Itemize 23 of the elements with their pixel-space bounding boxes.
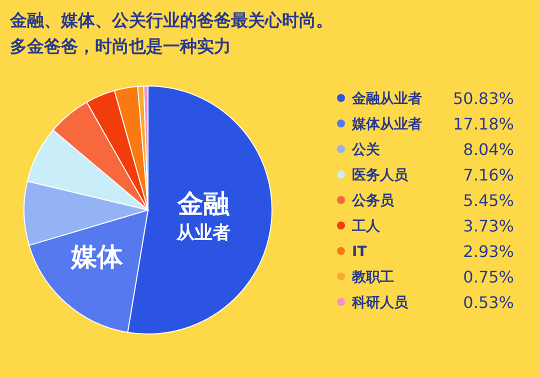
legend-label: 金融从业者: [351, 91, 422, 107]
legend-label: 医务人员: [352, 168, 409, 184]
text: 媒体: [71, 242, 124, 273]
data-label: 17.18%: [452, 114, 514, 134]
data-label: 2.93%: [463, 242, 514, 261]
legend-label: 公务员: [351, 193, 395, 209]
legend-label: 工人: [351, 218, 381, 234]
legend-label: IT: [352, 244, 368, 260]
chart-subtitle: 多金爸爸，时尚也是一种实力: [10, 37, 231, 57]
data-label: 50.83%: [452, 89, 514, 108]
legend-label: 媒体从业者: [351, 116, 422, 132]
text: 金融: [178, 190, 230, 220]
data-label: 7.16%: [463, 166, 514, 184]
data-label: 0.53%: [463, 293, 514, 312]
legend-label: 教职工: [351, 270, 394, 286]
legend-label: 公关: [351, 141, 380, 158]
legend-label: 科研人员: [351, 295, 409, 311]
data-label: 0.75%: [463, 268, 514, 286]
chart-title: 金融、媒体、公关行业的爸爸最关心时尚。: [9, 11, 333, 31]
data-label: 3.73%: [463, 216, 514, 236]
data-label: 5.45%: [463, 191, 514, 210]
text: 从业者: [176, 222, 231, 244]
data-label: 8.04%: [463, 140, 514, 159]
